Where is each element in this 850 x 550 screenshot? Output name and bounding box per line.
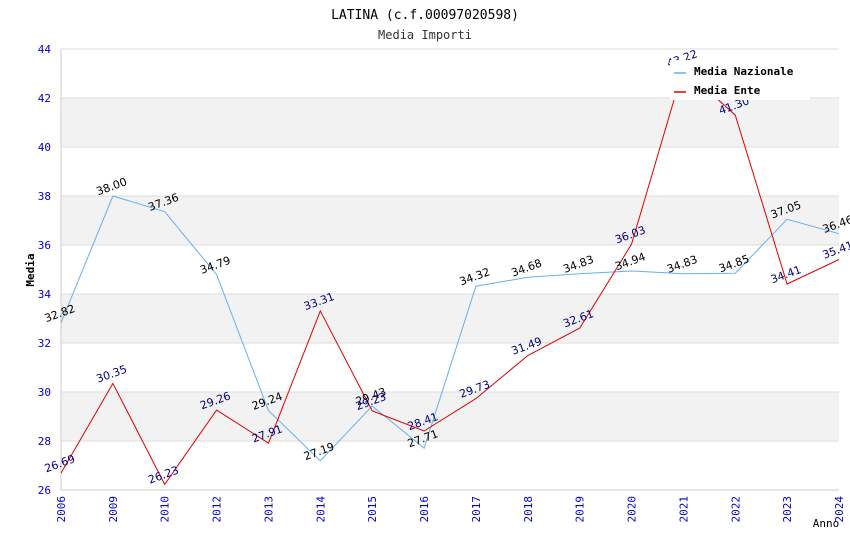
data-label: 34.41 (769, 263, 803, 286)
grid-bands (61, 98, 839, 441)
legend: Media Nazionale Media Ente (670, 60, 810, 100)
grid-band (61, 196, 839, 245)
legend-label-nazionale: Media Nazionale (694, 65, 794, 78)
y-tick-label: 38 (38, 190, 51, 203)
data-label: 30.35 (95, 363, 129, 386)
y-tick-label: 42 (38, 92, 51, 105)
legend-box (670, 60, 810, 100)
y-tick-label: 32 (38, 337, 51, 350)
x-tick-labels: 2006 2009 2010 2012 2013 2014 2015 2016 2017 2018… (55, 496, 846, 523)
y-tick-labels: 26 28 30 32 34 36 38 40 42 44 (38, 43, 52, 497)
data-label: 34.32 (458, 265, 492, 288)
x-tick-label: 2021 (677, 496, 690, 523)
data-label: 38.00 (95, 175, 129, 198)
y-tick-label: 34 (38, 288, 52, 301)
x-axis-label: Anno (813, 517, 840, 530)
x-tick-label: 2024 (833, 496, 846, 523)
x-tick-label: 2009 (107, 496, 120, 523)
x-tick-label: 2006 (55, 496, 68, 523)
x-tick-label: 2015 (366, 496, 379, 523)
chart-subtitle: Media Importi (378, 28, 472, 42)
y-axis-label: Media (24, 253, 37, 286)
x-tick-label: 2012 (211, 496, 224, 523)
data-label: 26.69 (43, 452, 77, 475)
x-tick-label: 2023 (781, 496, 794, 523)
legend-label-ente: Media Ente (694, 84, 761, 97)
data-label: 34.94 (613, 250, 647, 273)
x-tick-label: 2020 (626, 496, 639, 523)
data-label: 34.85 (717, 252, 751, 275)
y-tick-label: 26 (38, 484, 51, 497)
x-tick-label: 2014 (314, 496, 327, 523)
x-tick-label: 2010 (159, 496, 172, 523)
x-tick-label: 2019 (574, 496, 587, 523)
grid-band (61, 98, 839, 147)
axes (60, 49, 839, 491)
data-label: 34.83 (665, 253, 699, 276)
x-tick-label: 2022 (729, 496, 742, 523)
data-label: 34.83 (561, 253, 595, 276)
y-tick-label: 44 (38, 43, 52, 56)
grid-band (61, 294, 839, 343)
x-tick-label: 2018 (522, 496, 535, 523)
grid-band (61, 392, 839, 441)
y-tick-label: 36 (38, 239, 51, 252)
x-tick-label: 2017 (470, 496, 483, 523)
y-tick-label: 28 (38, 435, 51, 448)
chart-title: LATINA (c.f.00097020598) (331, 8, 519, 23)
x-tick-label: 2016 (418, 496, 431, 523)
series-line-nazionale (60, 195, 840, 462)
y-tick-label: 40 (38, 141, 51, 154)
x-tick-label: 2013 (262, 496, 275, 523)
y-tick-label: 30 (38, 386, 51, 399)
